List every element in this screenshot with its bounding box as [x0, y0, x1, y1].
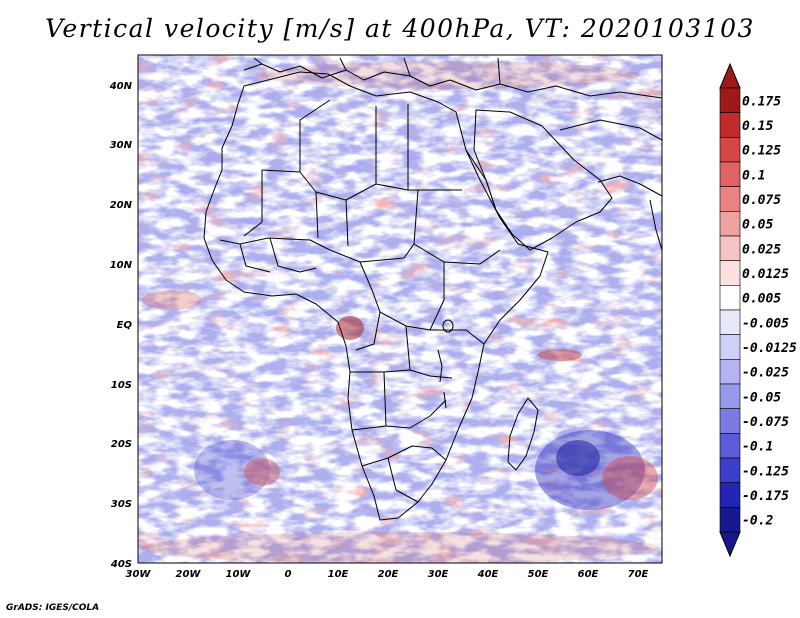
colorbar-swatch: [719, 408, 741, 434]
colorbar-label: 0.075: [742, 193, 781, 208]
lat-label: 40S: [110, 559, 132, 570]
colorbar-swatch: [719, 334, 741, 360]
colorbar-label: -0.2: [742, 514, 773, 529]
colorbar-swatch: [719, 211, 741, 237]
colorbar-swatch: [719, 186, 741, 212]
colorbar-top-triangle: [719, 62, 741, 89]
grads-credit: GrADS: IGES/COLA: [6, 603, 100, 613]
colorbar-label: -0.125: [742, 464, 789, 479]
colorbar-swatch: [719, 161, 741, 187]
lon-label: 20W: [176, 569, 202, 580]
lat-label: 20N: [110, 200, 133, 211]
colorbar-swatch: [719, 383, 741, 409]
colorbar-label: -0.05: [742, 390, 781, 405]
colorbar-swatch: [719, 285, 741, 311]
lon-label: 20E: [378, 569, 399, 580]
colorbar-swatch: [719, 457, 741, 483]
colorbar-swatch: [719, 433, 741, 459]
colorbar-label: 0.175: [742, 94, 781, 109]
lat-label: EQ: [117, 320, 133, 331]
coastlines-and-borders: [203, 57, 662, 521]
colorbar-label: 0.05: [742, 218, 773, 233]
lon-label: 70E: [628, 569, 649, 580]
lon-label: 30W: [126, 569, 152, 580]
longitude-axis: 30W 20W 10W 0 10E 20E 30E 40E 50E 60E 70…: [126, 569, 649, 580]
lat-label: 30N: [110, 140, 133, 151]
lat-label: 40N: [109, 81, 133, 92]
map-title: Vertical velocity [m/s] at 400hPa, VT: 2…: [45, 14, 755, 43]
colorbar-swatch: [719, 260, 741, 286]
colorbar-label: 0.025: [742, 242, 781, 257]
colorbar-swatch: [719, 87, 741, 113]
lat-label: 10S: [111, 380, 132, 391]
colorbar-swatch: [719, 482, 741, 508]
colorbar-label: -0.025: [742, 366, 789, 381]
colorbar-label: -0.075: [742, 415, 789, 430]
colorbar-label: -0.175: [742, 489, 789, 504]
colorbar-label: 0.15: [742, 119, 773, 134]
colorbar-label: 0.1: [742, 168, 765, 183]
latitude-axis: 40N 30N 20N 10N EQ 10S 20S 30S 40S: [109, 81, 133, 570]
colorbar-swatch: [719, 309, 741, 335]
lat-label: 20S: [111, 439, 132, 450]
colorbar-label: 0.125: [742, 144, 781, 159]
lon-label: 60E: [578, 569, 599, 580]
vertical-velocity-field: [138, 55, 662, 563]
lon-label: 30E: [428, 569, 449, 580]
lon-label: 40E: [477, 569, 499, 580]
colorbar-swatch: [719, 137, 741, 163]
colorbar-label: -0.0125: [742, 341, 797, 356]
lon-label: 0: [285, 569, 292, 580]
colorbar: 0.175 0.15 0.125 0.1 0.075 0.05 0.025 0.0125 0.0…: [719, 62, 797, 558]
colorbar-swatch: [719, 235, 741, 261]
colorbar-label: -0.1: [742, 440, 773, 455]
lon-label: 50E: [528, 569, 549, 580]
colorbar-label: -0.005: [742, 316, 789, 331]
lon-label: 10W: [226, 569, 252, 580]
colorbar-bottom-triangle: [719, 531, 741, 558]
lat-label: 30S: [111, 499, 132, 510]
colorbar-swatch: [719, 112, 741, 138]
lon-label: 10E: [328, 569, 349, 580]
colorbar-swatch: [719, 507, 741, 533]
colorbar-label: 0.005: [742, 292, 781, 307]
map-frame: [137, 54, 663, 564]
colorbar-label: 0.0125: [742, 267, 789, 282]
lat-label: 10N: [110, 260, 133, 271]
colorbar-swatch: [719, 359, 741, 385]
